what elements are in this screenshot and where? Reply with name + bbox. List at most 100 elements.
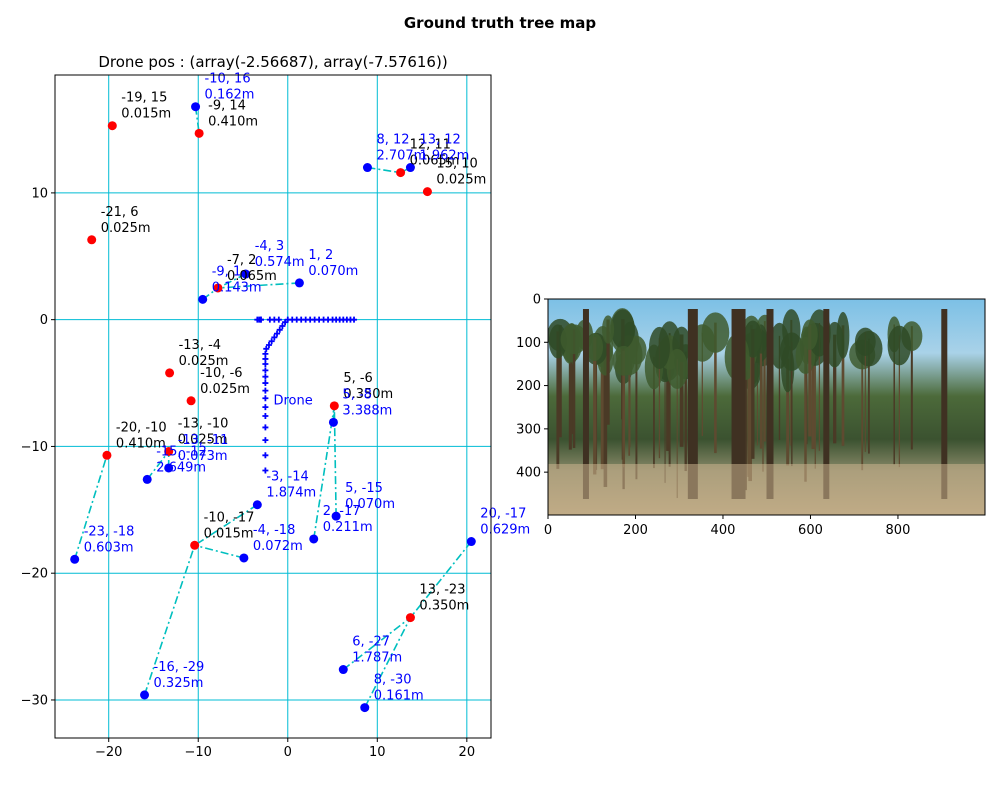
- blue-tree-point: [294, 278, 304, 288]
- red-tree-size-label: 0.350m: [419, 599, 469, 614]
- red-tree-point: [329, 401, 339, 411]
- tree-trunk: [593, 337, 597, 475]
- blue-tree-size-label: 0.574m: [255, 255, 305, 270]
- tree-trunk-large: [731, 309, 746, 499]
- blue-tree-coord-label: -4, 3: [255, 239, 284, 254]
- blue-tree-size-label: 0.070m: [345, 497, 395, 512]
- img-y-tick-label: 100: [516, 336, 541, 351]
- red-tree-size-label: 0.065m: [410, 154, 460, 169]
- tree-trunk: [666, 349, 670, 451]
- blue-tree-point: [466, 537, 476, 547]
- tree-link: [194, 504, 258, 546]
- drone-path-marker: [262, 373, 269, 380]
- red-tree-coord-label: -10, -17: [204, 510, 255, 525]
- tree-link: [342, 616, 411, 671]
- drone-path-marker: [275, 316, 282, 323]
- red-tree-coord-label: -13, -10: [178, 417, 229, 432]
- tree-canopy: [648, 326, 670, 370]
- drone-path-marker: [262, 467, 269, 474]
- tree-link: [217, 273, 247, 289]
- img-x-tick-label: 200: [623, 523, 648, 538]
- tree-trunk: [606, 319, 610, 425]
- tree-trunk: [811, 335, 815, 449]
- y-tick-label: −10: [21, 440, 48, 455]
- blue-tree-size-label: 1.874m: [266, 486, 316, 501]
- tree-trunk-large: [823, 309, 830, 499]
- tree-trunk: [786, 358, 790, 466]
- tree-trunk: [684, 351, 687, 472]
- red-tree-size-label: 0.350m: [343, 387, 393, 402]
- tree-canopy: [586, 333, 604, 362]
- panorama-ticks: 0 200 400 600 800 0 100 200 300 400: [516, 293, 910, 539]
- red-tree-size-label: 0.025m: [200, 382, 250, 397]
- blue-tree-coord-label: -10, 16: [205, 72, 251, 87]
- blue-tree-coord-label: -9, 1: [212, 264, 242, 279]
- red-tree-coord-label: 5, -6: [343, 371, 373, 386]
- red-tree-point: [186, 396, 196, 406]
- red-tree-coord-label: 12, 11: [410, 138, 451, 153]
- blue-tree-size-label: 0.629m: [480, 523, 530, 538]
- blue-tree-coord-label: 1, 2: [308, 248, 333, 263]
- tree-trunk: [600, 336, 605, 470]
- panorama-image: [548, 299, 985, 515]
- tree-canopy: [666, 348, 688, 390]
- tree-trunk: [658, 337, 661, 459]
- red-tree-size-label: 0.410m: [116, 436, 166, 451]
- tree-trunk: [628, 345, 631, 456]
- y-tick-label: 10: [31, 186, 48, 201]
- red-tree-size-label: 0.025m: [436, 173, 486, 188]
- blue-tree-point: [338, 665, 348, 675]
- tree-canopy: [887, 325, 912, 366]
- img-x-tick-label: 0: [544, 523, 552, 538]
- tree-map-frame: [54, 74, 492, 739]
- tree-trunk: [701, 333, 703, 436]
- tree-trunk: [714, 322, 717, 454]
- drone-path-marker: [262, 395, 269, 402]
- tree-trunk: [635, 340, 638, 480]
- tree-trunk: [664, 357, 666, 483]
- forest-trunks: [548, 308, 985, 515]
- tree-trunk: [676, 358, 678, 499]
- tree-trunk: [653, 356, 655, 469]
- blue-tree-coord-label: -16, -29: [154, 660, 205, 675]
- tree-trunk-large: [766, 309, 774, 499]
- tree-trunk: [762, 341, 764, 472]
- drone-path-marker: [262, 361, 269, 368]
- red-tree-point: [194, 128, 204, 138]
- red-tree-point: [422, 187, 432, 197]
- red-tree-point: [405, 613, 415, 623]
- red-tree-size-label: 0.015m: [121, 107, 171, 122]
- blue-tree-coord-label: 8, -30: [374, 673, 412, 688]
- tree-trunk: [751, 329, 755, 459]
- tree-trunk: [833, 334, 837, 444]
- tree-link: [146, 451, 170, 480]
- blue-tree-coord-label: 5, -8: [342, 387, 372, 402]
- tree-trunk: [747, 341, 752, 477]
- drone-label: Drone: [273, 394, 312, 409]
- tree-trunk: [679, 334, 684, 447]
- x-tick-label: 20: [459, 745, 476, 760]
- drone-path-marker: [262, 404, 269, 411]
- tree-trunk: [808, 324, 812, 437]
- blue-tree-size-label: 0.072m: [253, 539, 303, 554]
- forest-ground: [548, 464, 985, 515]
- red-tree-point: [213, 283, 223, 293]
- tree-trunk: [814, 334, 816, 469]
- red-tree-point: [107, 121, 117, 131]
- tree-trunk: [570, 333, 573, 434]
- tree-trunk: [910, 326, 913, 450]
- blue-tree-point: [241, 269, 251, 279]
- drone-path-marker: [268, 338, 275, 345]
- tree-trunk: [668, 342, 671, 455]
- x-tick-label: −20: [95, 745, 122, 760]
- panorama-axes: 0 200 400 600 800 0 100 200 300 400: [516, 293, 986, 539]
- red-tree-coord-label: 13, -23: [419, 583, 465, 598]
- tree-labels: Drone-19, 150.015m-9, 140.410m-21, 60.02…: [84, 72, 530, 704]
- y-tick-label: −20: [21, 567, 48, 582]
- red-tree-coord-label: -10, -6: [200, 366, 242, 381]
- blue-tree-point: [198, 294, 208, 304]
- tree-link: [217, 282, 300, 289]
- drone-path-marker: [262, 437, 269, 444]
- drone-path-marker: [262, 424, 269, 431]
- tree-trunk: [893, 324, 895, 465]
